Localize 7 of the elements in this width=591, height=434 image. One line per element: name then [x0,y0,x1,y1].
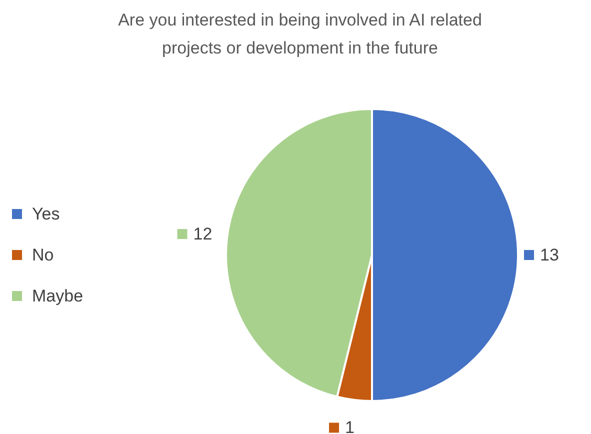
data-label: 13 [540,246,559,264]
legend-label: Yes [32,204,60,224]
legend-label: Maybe [32,286,84,306]
legend-label: No [32,246,54,264]
data-label: 12 [193,224,212,244]
data-label: 1 [345,418,354,434]
chart-title: Are you interested in being involved in AI related projects or development in the future [118,10,482,58]
